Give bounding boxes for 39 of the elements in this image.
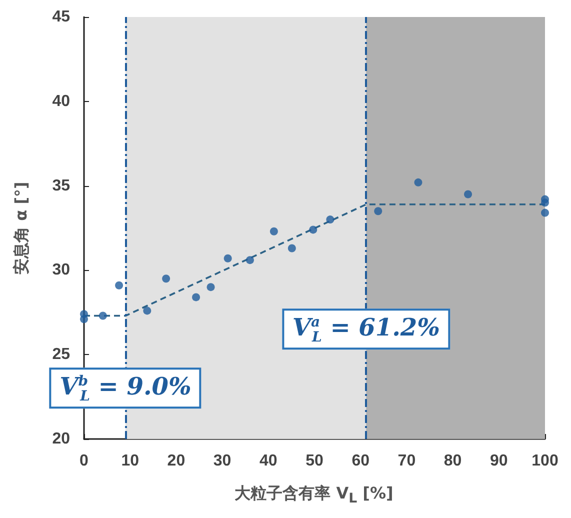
point bbox=[143, 306, 152, 315]
point bbox=[326, 216, 334, 224]
annotation: V$^{b}$$_{L}$ = 9.0% bbox=[50, 368, 202, 409]
y-tick-label: 35 bbox=[52, 177, 70, 194]
y-axis-title: 安息角 α [°] bbox=[12, 182, 32, 274]
x-tick-label: 50 bbox=[306, 452, 324, 470]
point bbox=[288, 244, 296, 252]
y-tick-label: 30 bbox=[52, 262, 70, 279]
y-tick-label: 25 bbox=[52, 346, 70, 364]
point bbox=[374, 207, 382, 216]
point bbox=[192, 293, 200, 302]
point bbox=[206, 283, 215, 292]
annotation: V$^{a}$$_{L}$ = 61.2% bbox=[282, 308, 450, 350]
point bbox=[541, 208, 549, 217]
x-tick-label: 20 bbox=[167, 452, 186, 470]
x-axis-title: 大粒子含有率 V$_{L}$ [%] bbox=[234, 483, 394, 507]
x-tick-label: 30 bbox=[213, 452, 232, 470]
point bbox=[309, 226, 318, 234]
x-tick-label: 40 bbox=[260, 452, 278, 470]
x-tick-label: 60 bbox=[352, 452, 370, 470]
y-tick-label: 45 bbox=[52, 8, 70, 26]
point bbox=[115, 281, 124, 290]
point bbox=[270, 227, 278, 236]
point bbox=[541, 198, 549, 207]
point bbox=[224, 254, 232, 262]
x-tick-label: 90 bbox=[490, 452, 508, 470]
point bbox=[80, 315, 88, 324]
point bbox=[162, 274, 170, 283]
point bbox=[414, 178, 422, 186]
x-tick-label: 70 bbox=[398, 452, 416, 470]
y-tick-label: 20 bbox=[52, 430, 70, 448]
point bbox=[464, 190, 472, 198]
x-tick-label: 10 bbox=[121, 452, 140, 470]
y-tick-label: 40 bbox=[52, 92, 70, 110]
x-tick-label: 0 bbox=[80, 452, 89, 470]
x-tick-label: 100 bbox=[532, 452, 558, 470]
point bbox=[246, 256, 254, 264]
x-tick-label: 80 bbox=[444, 452, 462, 470]
point bbox=[98, 312, 107, 320]
